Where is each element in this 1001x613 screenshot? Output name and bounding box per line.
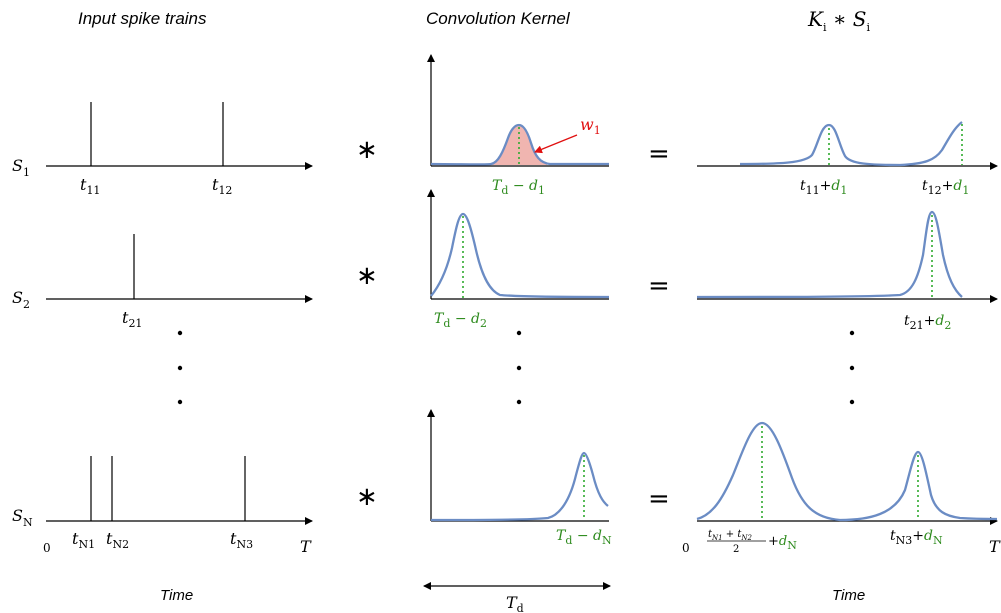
kernel-n: Td − dN xyxy=(427,409,612,547)
time-axis-t-right: T xyxy=(989,537,1001,556)
conv-operator-2: ∗ xyxy=(356,261,378,291)
kernel-n-delay-label: Td − dN xyxy=(556,528,612,547)
convolution-kernel-header: Convolution Kernel xyxy=(426,9,571,28)
conv-operator-n: ∗ xyxy=(356,482,378,512)
result-header: Ki ∗ Si xyxy=(807,7,871,34)
spike-label-tn1: tN1 xyxy=(72,529,95,551)
result-n-curve xyxy=(696,421,998,522)
train-label-sn: SN xyxy=(12,506,33,529)
time-origin-left: 0 xyxy=(43,541,51,555)
result-1-label-a: t11+d1 xyxy=(800,178,847,197)
result-n-label-b: tN3+dN xyxy=(890,528,943,547)
result-1: t11+d1 t12+d1 xyxy=(697,121,998,197)
kernel-1-weight-area xyxy=(431,125,547,165)
kernel-2-curve xyxy=(430,212,610,299)
vertical-ellipsis-3 xyxy=(849,330,855,405)
result-2: t21+d2 xyxy=(696,210,998,332)
input-spike-trains-header: Input spike trains xyxy=(78,9,207,28)
spike-label-tn3: tN3 xyxy=(230,529,253,551)
fraction-denominator: 2 xyxy=(733,544,739,555)
vertical-ellipsis-1 xyxy=(177,330,183,405)
equals-operator-1: = xyxy=(648,139,670,169)
result-2-label: t21+d2 xyxy=(904,313,951,332)
kernel-1: Td − d1 w1 xyxy=(427,54,609,197)
spike-label-tn2: tN2 xyxy=(106,529,129,551)
time-label-right: Time xyxy=(832,587,865,604)
time-origin-right: 0 xyxy=(682,541,690,555)
train-label-s2: S2 xyxy=(12,288,30,311)
kernel-2-delay-label: Td − d2 xyxy=(434,311,487,330)
result-1-label-b: t12+d1 xyxy=(922,178,969,197)
spike-train-1: S1 t11 t12 xyxy=(12,102,313,197)
kernel-width-label: Td xyxy=(506,593,524,613)
vertical-ellipsis-2 xyxy=(516,330,522,405)
weight-label-w1: w1 xyxy=(580,115,601,137)
equals-operator-2: = xyxy=(648,271,670,301)
conv-operator-1: ∗ xyxy=(356,135,378,165)
spike-label-t12: t12 xyxy=(212,175,232,197)
train-label-s1: S1 xyxy=(12,156,30,179)
spike-label-t11: t11 xyxy=(80,175,100,197)
spike-label-t21: t21 xyxy=(122,308,142,330)
kernel-2: Td − d2 xyxy=(427,189,610,330)
kernel-1-curve xyxy=(430,123,609,166)
weight-arrow xyxy=(534,134,578,154)
kernel-1-delay-label: Td − d1 xyxy=(492,178,545,197)
time-label-left: Time xyxy=(160,587,193,604)
kernel-width-indicator: Td xyxy=(423,582,611,613)
result-n-label-a-offset: +dN xyxy=(768,534,797,552)
fraction-numerator: tN1 + tN2 xyxy=(708,529,753,542)
result-2-curve xyxy=(696,210,963,299)
spike-train-2: S2 t21 xyxy=(12,234,313,330)
kernel-n-curve xyxy=(430,451,609,522)
time-axis-t-left: T xyxy=(300,537,312,556)
equals-operator-n: = xyxy=(648,484,670,514)
spike-train-n: SN tN1 tN2 tN3 0 T xyxy=(12,456,313,556)
result-1-curve xyxy=(739,121,963,167)
result-n: tN1 + tN2 2 +dN tN3+dN 0 T xyxy=(682,421,1001,556)
result-n-label-a: tN1 + tN2 2 +dN xyxy=(707,529,797,555)
